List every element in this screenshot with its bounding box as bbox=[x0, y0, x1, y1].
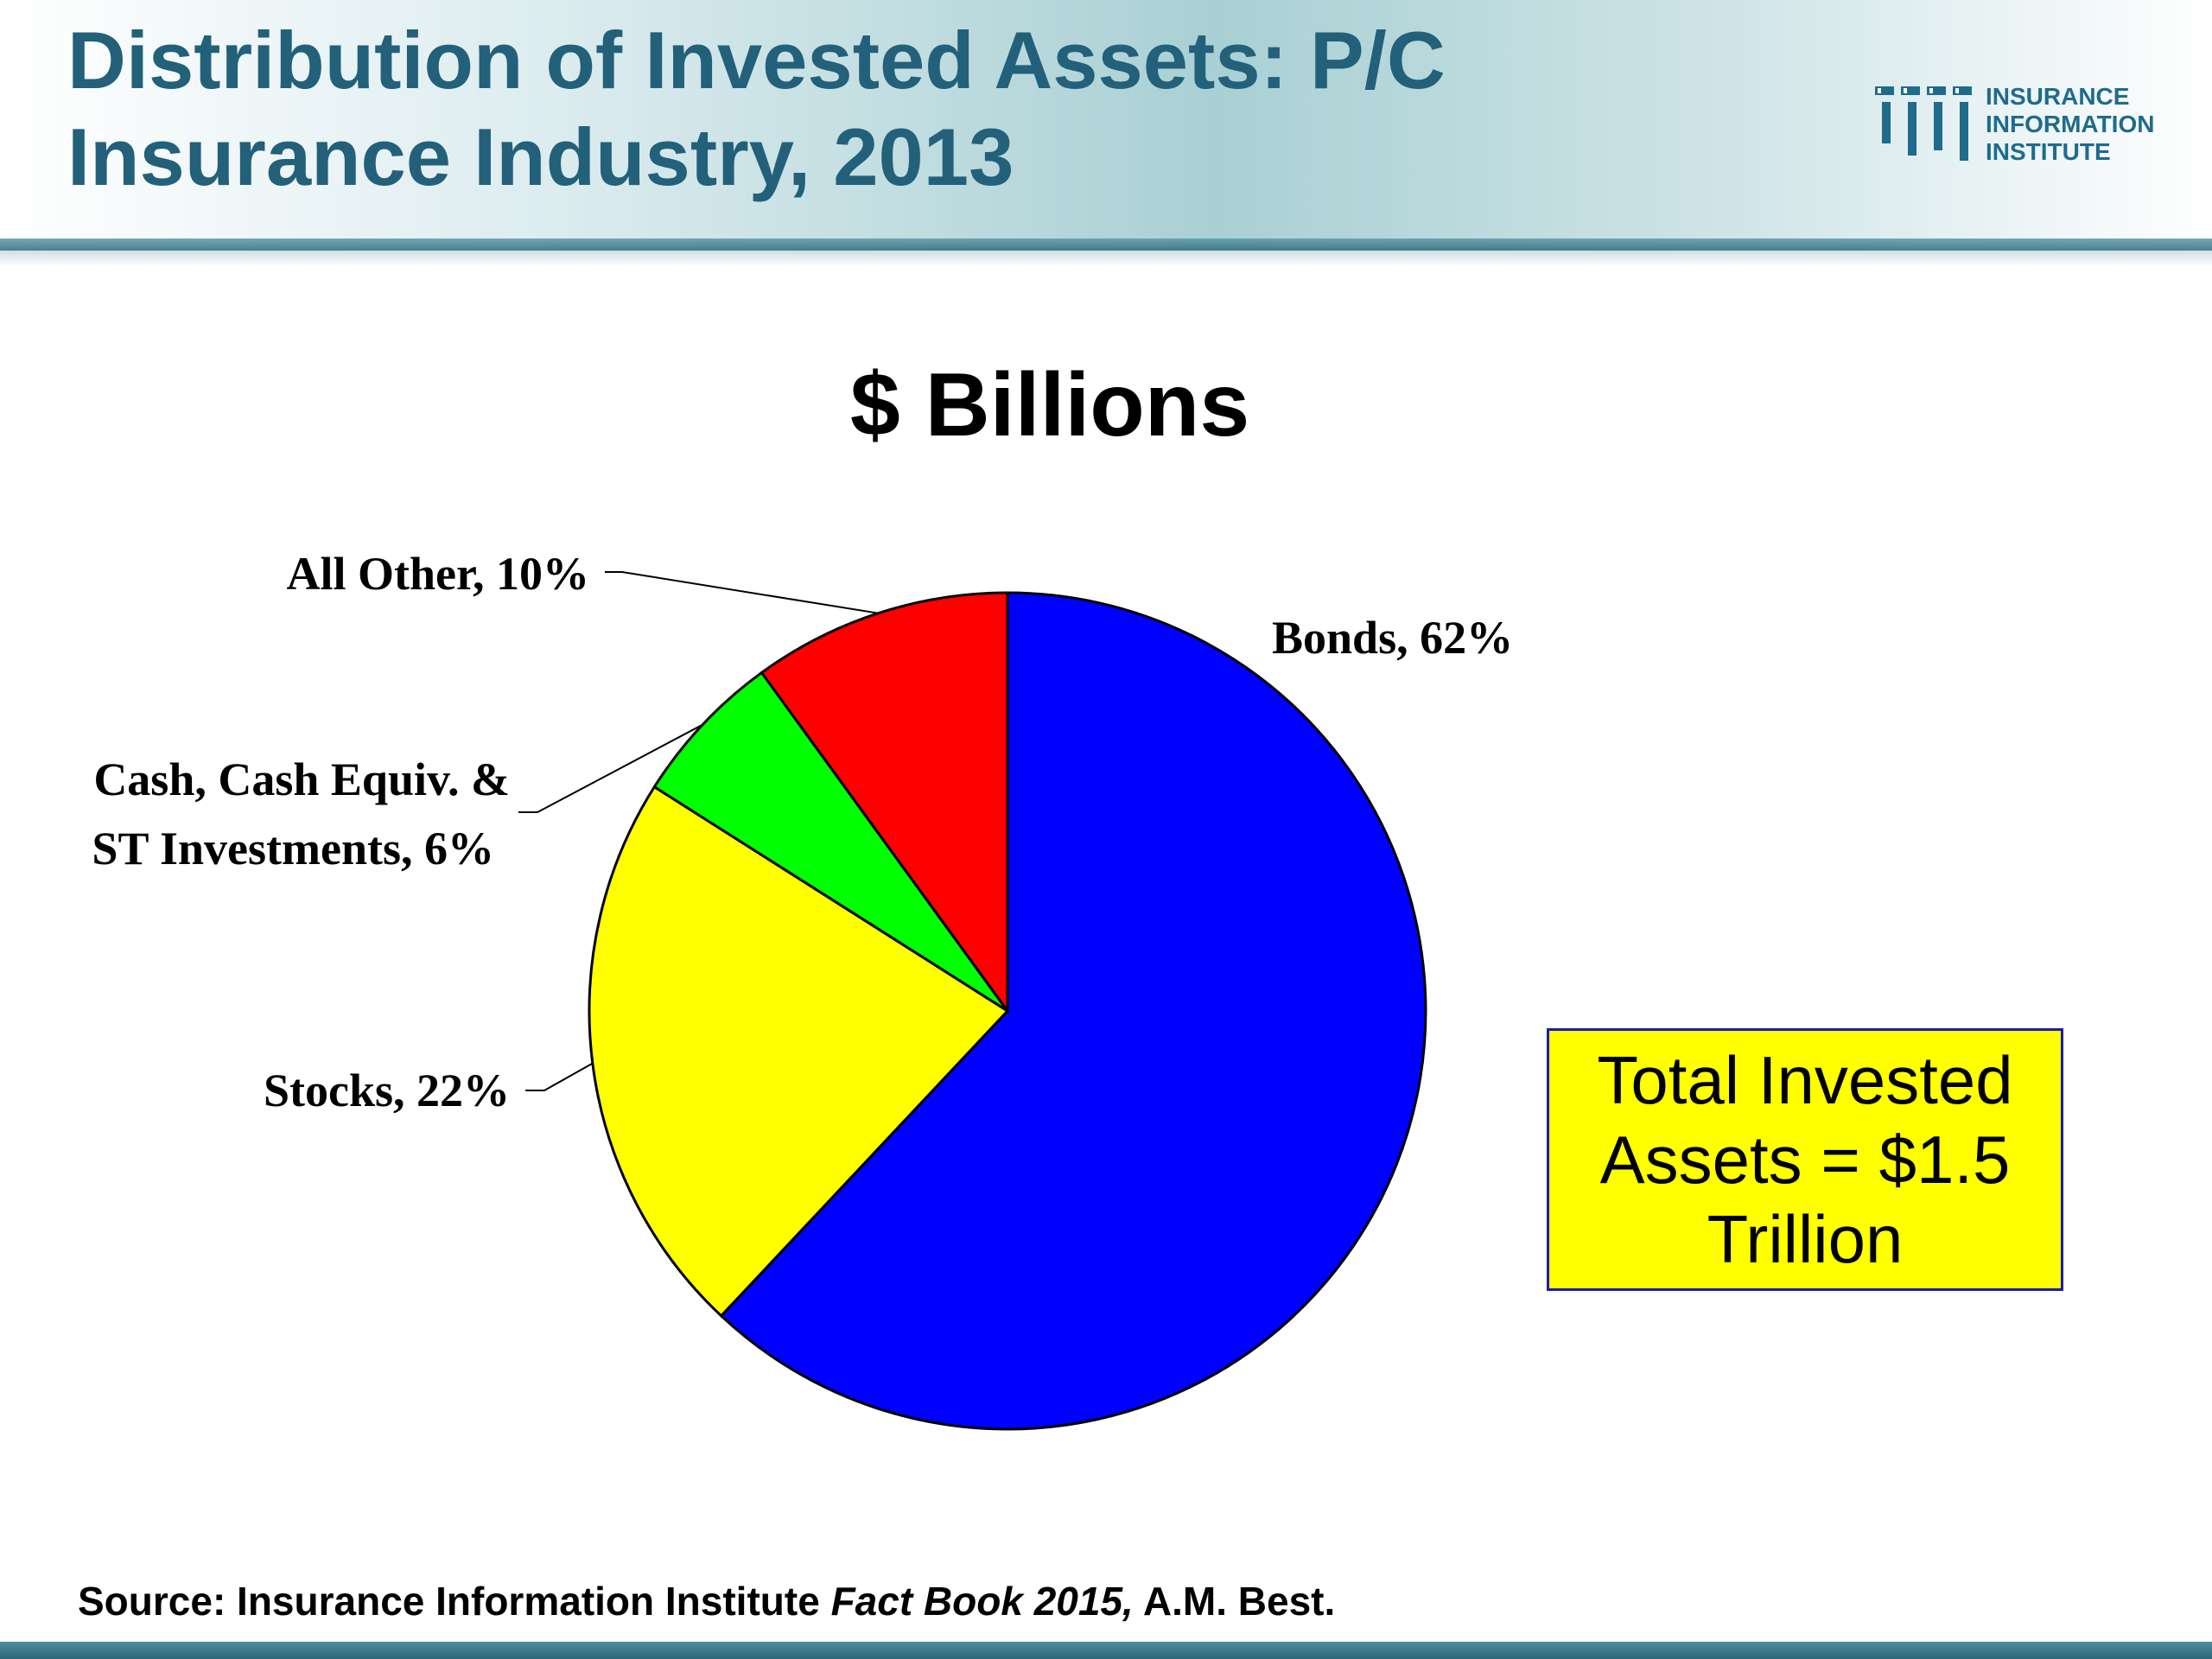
logo-line: INFORMATION bbox=[1986, 111, 2155, 137]
slice-label-all-other: All Other, 10% bbox=[287, 548, 590, 600]
source-title: Fact Book 2015, bbox=[830, 1579, 1134, 1624]
iii-logo: INSURANCE INFORMATION INSTITUTE bbox=[1875, 79, 2186, 175]
pie-slice-bonds bbox=[719, 591, 1427, 1431]
source-prefix: Source: Insurance Information Institute bbox=[78, 1579, 831, 1624]
iii-logo-icon bbox=[1875, 86, 1972, 161]
source-note: Source: Insurance Information Institute … bbox=[78, 1578, 1335, 1624]
callout-text: Total Invested Assets = $1.5 Trillion bbox=[1597, 1042, 2013, 1277]
logo-line: INSTITUTE bbox=[1986, 138, 2111, 165]
slice-label-stocks: Stocks, 22% bbox=[264, 1065, 510, 1116]
header-divider bbox=[0, 238, 2212, 251]
header-shadow bbox=[0, 251, 2212, 266]
slice-label-cash-line2: ST Investments, 6% bbox=[92, 823, 494, 874]
leader-line-stocks bbox=[525, 1062, 594, 1091]
slice-label-bonds: Bonds, 62% bbox=[1272, 612, 1513, 664]
leader-line-cash bbox=[518, 723, 703, 813]
chart-title: $ Billions bbox=[849, 355, 1250, 455]
pie-slice-all-other bbox=[760, 591, 1009, 1015]
logo-wordmark: INSURANCE INFORMATION INSTITUTE bbox=[1986, 83, 2154, 166]
header-band bbox=[0, 0, 2212, 251]
source-suffix: A.M. Best. bbox=[1133, 1579, 1336, 1624]
page-title: Distribution of Invested Assets: P/C Ins… bbox=[67, 15, 1446, 202]
slice-label-cash-line1: Cash, Cash Equiv. & bbox=[93, 753, 510, 805]
footer-bar bbox=[0, 1642, 2212, 1659]
total-assets-callout: Total Invested Assets = $1.5 Trillion bbox=[1547, 1028, 2063, 1291]
pie-slice-stocks bbox=[588, 785, 1010, 1318]
leader-line-all-other bbox=[605, 571, 879, 614]
logo-line: INSURANCE bbox=[1986, 83, 2130, 110]
